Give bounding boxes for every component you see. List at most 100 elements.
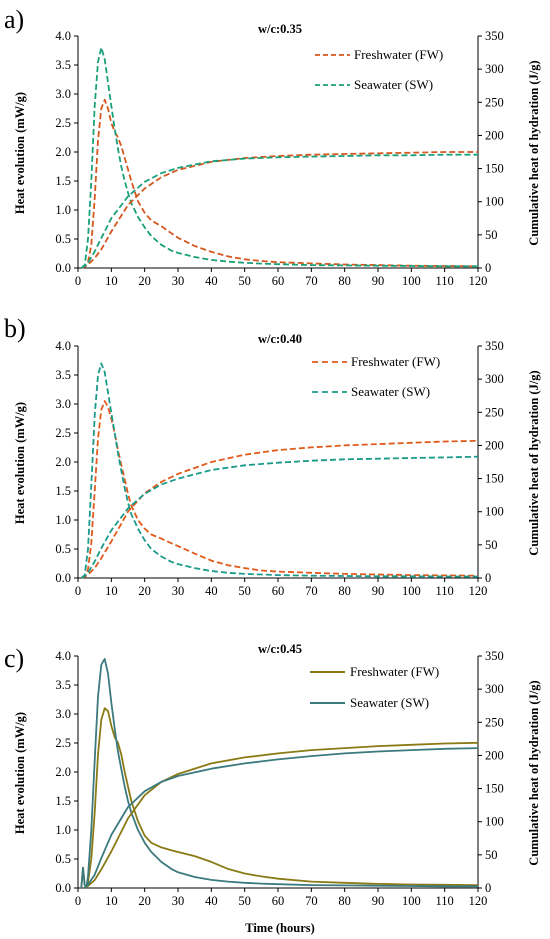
y-tick-label: 3.5 — [55, 368, 71, 382]
y2-tick-label: 200 — [485, 748, 504, 762]
panel-c-legend-sw-label: Seawater (SW) — [350, 695, 429, 710]
x-tick-label: 110 — [436, 274, 454, 288]
series-line-cumulative-fw — [84, 741, 479, 889]
panel-c-legend-fw-label: Freshwater (FW) — [350, 664, 439, 679]
y-tick-label: 3.5 — [55, 678, 71, 692]
y-tick-label: 2.0 — [55, 765, 71, 779]
x-tick-label: 50 — [238, 584, 251, 598]
y2-tick-label: 300 — [485, 62, 504, 76]
y2-tick-label: 150 — [485, 472, 504, 486]
x-tick-label: 10 — [105, 584, 118, 598]
panel-b-title: w/c:0.40 — [258, 332, 302, 346]
series-line-rate-fw — [80, 707, 479, 889]
panel-b-legend-fw-label: Freshwater (FW) — [351, 354, 440, 369]
y-tick-label: 0.5 — [55, 542, 71, 556]
y-tick-label: 3.0 — [55, 397, 71, 411]
panel-a-legend: Freshwater (FW) Seawater (SW) — [315, 47, 443, 92]
x-tick-label: 20 — [138, 894, 151, 908]
x-tick-label: 90 — [372, 894, 385, 908]
y-tick-label: 2.5 — [55, 426, 71, 440]
x-tick-label: 100 — [402, 584, 421, 598]
x-tick-label: 60 — [272, 894, 285, 908]
y2-tick-label: 350 — [485, 29, 504, 43]
x-tick-label: 10 — [105, 894, 118, 908]
series-line-rate-sw — [80, 658, 478, 889]
panel-a-plot: 0 10 20 30 40 50 60 70 80 90 100 110 120 0.0 0.5 1.0 1.5… — [55, 29, 503, 288]
panel-a-title: w/c:0.35 — [258, 22, 302, 36]
y-tick-label: 2.0 — [55, 145, 71, 159]
x-tick-label: 40 — [205, 894, 218, 908]
panel-b-legend: Freshwater (FW) Seawater (SW) — [312, 354, 440, 399]
y2-tick-label: 100 — [485, 815, 504, 829]
panel-c: c) w/c:0.45 0 10 20 30 40 50 60 70 80 90 100 110 120… — [4, 642, 541, 935]
panel-a-legend-fw-label: Freshwater (FW) — [354, 47, 443, 62]
x-tick-label: 60 — [272, 274, 285, 288]
y-tick-label: 1.0 — [55, 203, 71, 217]
x-tick-label: 50 — [238, 274, 251, 288]
y2-tick-label: 50 — [485, 848, 498, 862]
panel-a: a) w/c:0.35 0 10 20 30 40 50 60 70 80 90 100 110 120… — [4, 5, 541, 288]
y-tick-label: 0.5 — [55, 232, 71, 246]
x-tick-label: 90 — [372, 584, 385, 598]
panel-c-label: c) — [4, 644, 24, 673]
y-tick-label: 4.0 — [55, 339, 71, 353]
panel-b-label: b) — [4, 314, 26, 343]
y2-tick-label: 200 — [485, 438, 504, 452]
x-tick-label: 40 — [205, 584, 218, 598]
x-tick-label: 80 — [338, 274, 351, 288]
y2-tick-label: 0 — [485, 571, 491, 585]
y-tick-label: 1.5 — [55, 174, 71, 188]
y2-tick-label: 150 — [485, 782, 504, 796]
panel-b-y2-axis-label: Cumulative heat of hydration (J/g) — [527, 370, 541, 555]
panel-c-y-axis-label: Heat evolution (mW/g) — [13, 712, 27, 834]
series-line-cumulative-sw — [80, 455, 479, 579]
x-tick-label: 10 — [105, 274, 118, 288]
y-tick-label: 3.0 — [55, 87, 71, 101]
series-line-rate-sw — [80, 46, 478, 269]
x-tick-label: 20 — [138, 274, 151, 288]
series-line-rate-sw — [80, 362, 478, 579]
x-tick-label: 60 — [272, 584, 285, 598]
panel-a-legend-sw-label: Seawater (SW) — [354, 77, 433, 92]
panel-c-legend: Freshwater (FW) Seawater (SW) — [310, 664, 439, 710]
panel-b-y-axis-label: Heat evolution (mW/g) — [13, 402, 27, 524]
y2-tick-label: 0 — [485, 881, 491, 895]
y2-tick-label: 250 — [485, 715, 504, 729]
x-tick-label: 70 — [305, 274, 318, 288]
y2-tick-label: 150 — [485, 162, 504, 176]
x-tick-label: 30 — [172, 894, 185, 908]
y2-tick-label: 250 — [485, 405, 504, 419]
panel-c-plot: 0 10 20 30 40 50 60 70 80 90 100 110 120 0.0 0.5 1.0 1.5… — [55, 649, 503, 908]
x-tick-label: 110 — [436, 894, 454, 908]
x-tick-label: 70 — [305, 584, 318, 598]
y-tick-label: 0.0 — [55, 571, 71, 585]
series-line-cumulative-fw — [80, 439, 479, 579]
panel-c-y2-axis-label: Cumulative heat of hydration (J/g) — [527, 680, 541, 865]
x-tick-label: 40 — [205, 274, 218, 288]
y2-tick-label: 250 — [485, 95, 504, 109]
x-tick-label: 100 — [402, 894, 421, 908]
y-tick-label: 0.0 — [55, 881, 71, 895]
x-tick-label: 0 — [75, 894, 81, 908]
x-tick-label: 120 — [469, 894, 488, 908]
y-tick-label: 2.5 — [55, 116, 71, 130]
y2-tick-label: 100 — [485, 505, 504, 519]
y-tick-label: 4.0 — [55, 649, 71, 663]
series-line-rate-fw — [81, 98, 479, 269]
y-tick-label: 2.0 — [55, 455, 71, 469]
y-tick-label: 3.5 — [55, 58, 71, 72]
panel-a-y2-axis-label: Cumulative heat of hydration (J/g) — [527, 60, 541, 245]
y-tick-label: 1.5 — [55, 484, 71, 498]
panel-c-title: w/c:0.45 — [258, 642, 302, 656]
x-tick-label: 90 — [372, 274, 385, 288]
panel-b-plot: 0 10 20 30 40 50 60 70 80 90 100 110 120 0.0 0.5 1.0 1.5… — [55, 339, 503, 598]
y2-tick-label: 50 — [485, 228, 498, 242]
y2-tick-label: 0 — [485, 261, 491, 275]
x-tick-label: 80 — [338, 894, 351, 908]
y-tick-label: 3.0 — [55, 707, 71, 721]
y-tick-label: 1.0 — [55, 513, 71, 527]
x-tick-label: 0 — [75, 584, 81, 598]
series-line-cumulative-fw — [80, 151, 478, 269]
series-line-rate-fw — [80, 400, 479, 579]
